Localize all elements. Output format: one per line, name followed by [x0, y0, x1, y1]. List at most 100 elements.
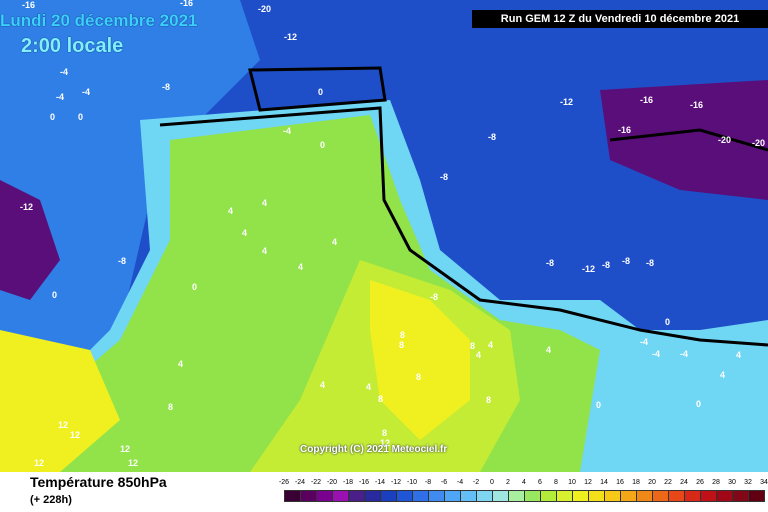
isotherm-label: 0 — [596, 400, 601, 410]
isotherm-label: 0 — [78, 112, 83, 122]
legend-tick: 20 — [648, 479, 656, 486]
isotherm-label: 4 — [366, 382, 371, 392]
iceland-contour — [248, 66, 387, 112]
warmest-zone — [370, 280, 470, 440]
isotherm-label: 8 — [168, 402, 173, 412]
legend-tick: 18 — [632, 479, 640, 486]
isotherm-label: 12 — [380, 438, 390, 448]
legend-swatch — [668, 490, 685, 502]
legend-swatch — [428, 490, 445, 502]
isotherm-label: -4 — [283, 126, 291, 136]
legend-swatch — [492, 490, 509, 502]
legend-swatch — [396, 490, 413, 502]
legend-swatch — [524, 490, 541, 502]
legend-swatch — [300, 490, 317, 502]
legend-tick: 0 — [490, 479, 494, 486]
isotherm-label: 4 — [476, 350, 481, 360]
isotherm-label: -8 — [488, 132, 496, 142]
legend-swatch — [284, 490, 301, 502]
legend-tick: 10 — [568, 479, 576, 486]
isotherm-label: 12 — [58, 420, 68, 430]
isotherm-label: -20 — [258, 4, 271, 14]
isotherm-label: -12 — [20, 202, 33, 212]
isotherm-label: 4 — [320, 380, 325, 390]
legend-tick: 16 — [616, 479, 624, 486]
isotherm-label: 12 — [120, 444, 130, 454]
southwest-warm-zone — [0, 330, 120, 472]
model-run-info: Run GEM 12 Z du Vendredi 10 décembre 202… — [472, 10, 768, 28]
isotherm-label: 12 — [70, 430, 80, 440]
legend-tick: -12 — [390, 479, 402, 486]
legend-swatch — [476, 490, 493, 502]
isotherm-label: 8 — [399, 340, 404, 350]
isotherm-label: -16 — [618, 125, 631, 135]
legend-tick: 4 — [522, 479, 526, 486]
isotherm-label: -16 — [690, 100, 703, 110]
russia-cold-pool — [600, 80, 768, 200]
legend-swatch — [556, 490, 573, 502]
isotherm-label: 8 — [382, 428, 387, 438]
legend-swatch — [508, 490, 525, 502]
legend-tick: -10 — [406, 479, 418, 486]
legend-swatch — [572, 490, 589, 502]
legend-tick: 2 — [506, 479, 510, 486]
legend-swatch — [636, 490, 653, 502]
isotherm-label: -8 — [162, 82, 170, 92]
isotherm-label: 0 — [50, 112, 55, 122]
legend-tick: -4 — [456, 479, 464, 486]
legend-swatch — [332, 490, 349, 502]
isotherm-label: 12 — [34, 458, 44, 468]
isotherm-label: 4 — [298, 262, 303, 272]
legend-swatch — [364, 490, 381, 502]
isotherm-label: -4 — [640, 337, 648, 347]
isotherm-label: -8 — [118, 256, 126, 266]
legend-tick: -2 — [472, 479, 480, 486]
isotherm-label: 8 — [378, 394, 383, 404]
legend-swatch — [444, 490, 461, 502]
lead-time: (+ 228h) — [30, 494, 72, 506]
isotherm-label: -8 — [602, 260, 610, 270]
legend-tick: 24 — [680, 479, 688, 486]
legend-tick: 6 — [538, 479, 542, 486]
isotherm-label: 0 — [696, 399, 701, 409]
isotherm-label: 0 — [318, 87, 323, 97]
legend-swatch — [732, 490, 749, 502]
legend-tick: 22 — [664, 479, 672, 486]
legend-tick: 14 — [600, 479, 608, 486]
legend-swatch — [652, 490, 669, 502]
isotherm-label: -4 — [56, 92, 64, 102]
legend-swatch — [620, 490, 637, 502]
legend-tick: 28 — [712, 479, 720, 486]
legend-tick: -26 — [278, 479, 290, 486]
isotherm-label: 4 — [736, 350, 741, 360]
legend-swatch — [588, 490, 605, 502]
forecast-time: 2:00 locale — [21, 35, 124, 57]
isotherm-label: -12 — [582, 264, 595, 274]
isotherm-label: -4 — [60, 67, 68, 77]
legend-swatch — [604, 490, 621, 502]
isotherm-label: 8 — [470, 341, 475, 351]
temperature-map: -16 -16 -20 -12 -8 -4 -4 -4 0 0 0 -8 -12 -16 -16 -16 -20… — [0, 0, 768, 472]
legend-swatch — [460, 490, 477, 502]
legend-tick: 26 — [696, 479, 704, 486]
forecast-date: Lundi 20 décembre 2021 — [0, 11, 198, 30]
isotherm-label: -16 — [640, 95, 653, 105]
footer: Température 850hPa (+ 228h) -26 -24 -22 -20… — [0, 472, 768, 512]
isotherm-label: 0 — [320, 140, 325, 150]
legend-tick: -6 — [440, 479, 448, 486]
isotherm-label: -4 — [82, 87, 90, 97]
legend-swatch — [412, 490, 429, 502]
legend-swatch — [716, 490, 733, 502]
legend-swatch — [684, 490, 701, 502]
greenland-cold-pool — [0, 180, 60, 300]
isotherm-label: 4 — [262, 246, 267, 256]
legend-tick: -22 — [310, 479, 322, 486]
legend-tick: 8 — [554, 479, 558, 486]
legend-tick: -14 — [374, 479, 386, 486]
legend-swatch — [380, 490, 397, 502]
legend-swatch — [348, 490, 365, 502]
isotherm-label: -4 — [680, 349, 688, 359]
legend-swatch — [540, 490, 557, 502]
